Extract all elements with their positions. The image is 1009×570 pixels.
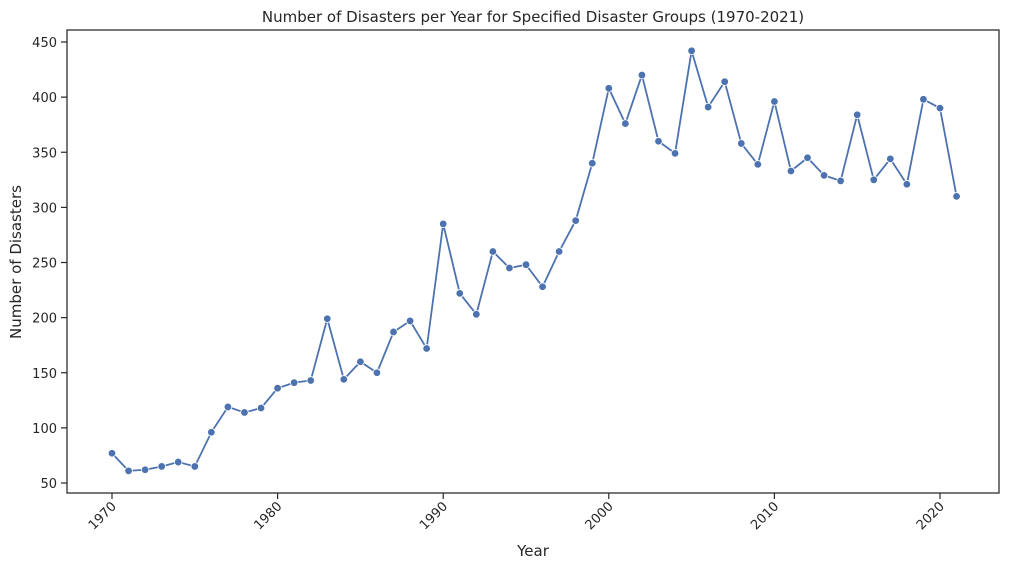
data-point: [455, 289, 464, 298]
series-markers: [107, 46, 961, 476]
data-point: [323, 314, 332, 323]
x-axis-ticks: 1970 1980 1990 2000 2010 2020: [86, 493, 948, 533]
data-point: [289, 378, 299, 387]
data-point: [439, 219, 448, 229]
data-point: [472, 310, 481, 319]
x-axis-label: Year: [516, 542, 550, 560]
data-point: [223, 402, 233, 412]
data-point: [703, 102, 713, 112]
data-point: [174, 457, 183, 467]
y-tick-label: 250: [32, 257, 57, 272]
data-point: [339, 375, 349, 384]
y-tick-label: 450: [32, 36, 57, 51]
data-point: [869, 175, 878, 185]
data-point: [107, 449, 117, 458]
data-point: [356, 357, 365, 366]
data-point: [488, 247, 498, 256]
x-tick-label: 2020: [914, 499, 948, 533]
data-point: [389, 327, 398, 337]
data-point: [670, 149, 680, 158]
data-point: [140, 465, 150, 474]
y-axis-ticks: 50 100 150 200 250 300 350 400 450: [32, 36, 67, 492]
y-tick-label: 150: [32, 367, 57, 382]
data-point: [505, 263, 514, 273]
plot-area-frame: [66, 29, 1000, 494]
data-point: [786, 166, 796, 176]
data-point: [604, 84, 613, 93]
data-point: [819, 171, 829, 180]
data-point: [654, 137, 663, 146]
data-point: [273, 383, 282, 393]
data-point: [422, 344, 431, 353]
data-point: [952, 192, 961, 201]
y-tick-label: 50: [40, 477, 57, 492]
y-tick-label: 350: [32, 146, 57, 161]
data-point: [621, 119, 630, 128]
data-point: [886, 154, 895, 164]
data-point: [554, 247, 564, 256]
data-point: [836, 176, 845, 186]
data-point: [637, 70, 647, 80]
data-point: [902, 180, 912, 189]
data-point: [803, 153, 812, 162]
data-point: [737, 139, 746, 148]
data-point: [124, 466, 133, 476]
data-point: [157, 462, 166, 471]
data-point: [919, 95, 928, 104]
data-point: [207, 428, 216, 437]
data-point: [935, 103, 945, 113]
data-point: [538, 282, 547, 291]
data-point: [372, 368, 382, 377]
data-point: [521, 260, 531, 269]
y-tick-label: 100: [32, 422, 57, 437]
chart-title: Number of Disasters per Year for Specifi…: [262, 8, 804, 26]
data-point: [190, 462, 199, 471]
x-tick-label: 1970: [86, 499, 120, 533]
data-point: [853, 110, 862, 119]
y-tick-label: 200: [32, 312, 57, 327]
x-tick-label: 2000: [583, 499, 617, 533]
data-point: [753, 160, 763, 169]
data-point: [256, 403, 266, 413]
x-tick-label: 1980: [251, 499, 285, 533]
data-point: [770, 97, 779, 106]
data-point: [687, 46, 696, 56]
data-point: [588, 159, 597, 168]
y-tick-label: 400: [32, 91, 57, 106]
data-point: [720, 77, 729, 86]
y-axis-label: Number of Disasters: [7, 185, 25, 339]
x-tick-label: 2010: [748, 499, 782, 533]
series-line: [111, 50, 958, 472]
x-tick-label: 1990: [417, 499, 451, 533]
data-point: [306, 376, 315, 385]
y-tick-label: 300: [32, 201, 57, 216]
data-point: [571, 216, 580, 225]
data-point: [405, 316, 415, 326]
data-point: [240, 408, 249, 417]
